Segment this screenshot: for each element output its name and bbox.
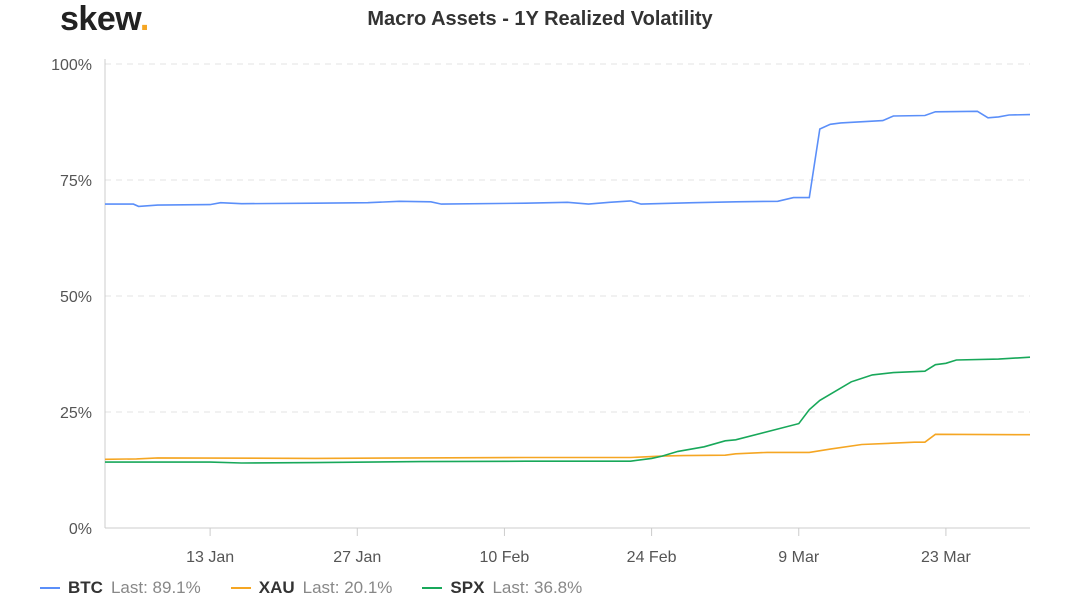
legend-name: BTC bbox=[68, 578, 103, 597]
y-tick-label: 75% bbox=[60, 173, 92, 190]
legend: BTC Last: 89.1% XAU Last: 20.1% SPX Last: 3… bbox=[40, 578, 582, 598]
chart-title: Macro Assets - 1Y Realized Volatility bbox=[367, 8, 713, 30]
x-tick-label: 13 Jan bbox=[186, 549, 234, 566]
legend-name: SPX bbox=[450, 578, 485, 597]
spx-swatch bbox=[422, 587, 443, 589]
skew-logo: skew. bbox=[60, 0, 149, 39]
y-tick-label: 50% bbox=[60, 289, 92, 306]
xau-swatch bbox=[230, 587, 251, 589]
series-line-btc bbox=[105, 110, 1031, 208]
x-tick-label: 24 Feb bbox=[627, 549, 677, 566]
y-tick-label: 100% bbox=[51, 57, 92, 74]
logo-dot: . bbox=[139, 0, 149, 38]
series-line-spx bbox=[105, 356, 1031, 464]
legend-item-spx[interactable]: SPX Last: 36.8% bbox=[422, 578, 582, 598]
y-tick-label: 25% bbox=[60, 405, 92, 422]
btc-swatch bbox=[40, 587, 60, 589]
legend-item-btc[interactable]: BTC Last: 89.1% bbox=[40, 578, 201, 598]
legend-item-xau[interactable]: XAU Last: 20.1% bbox=[230, 578, 393, 598]
legend-last: Last: 20.1% bbox=[302, 578, 393, 597]
y-tick-label: 0% bbox=[69, 521, 92, 538]
series-line-xau bbox=[104, 433, 1031, 461]
x-tick-label: 27 Jan bbox=[333, 549, 381, 566]
legend-last: Last: 89.1% bbox=[110, 578, 201, 597]
x-tick-label: 23 Mar bbox=[921, 549, 971, 566]
x-tick-label: 10 Feb bbox=[480, 549, 530, 566]
x-tick-label: 9 Mar bbox=[778, 549, 820, 566]
legend-last: Last: 36.8% bbox=[492, 578, 583, 597]
legend-name: XAU bbox=[258, 578, 295, 597]
logo-text: skew bbox=[60, 0, 140, 38]
